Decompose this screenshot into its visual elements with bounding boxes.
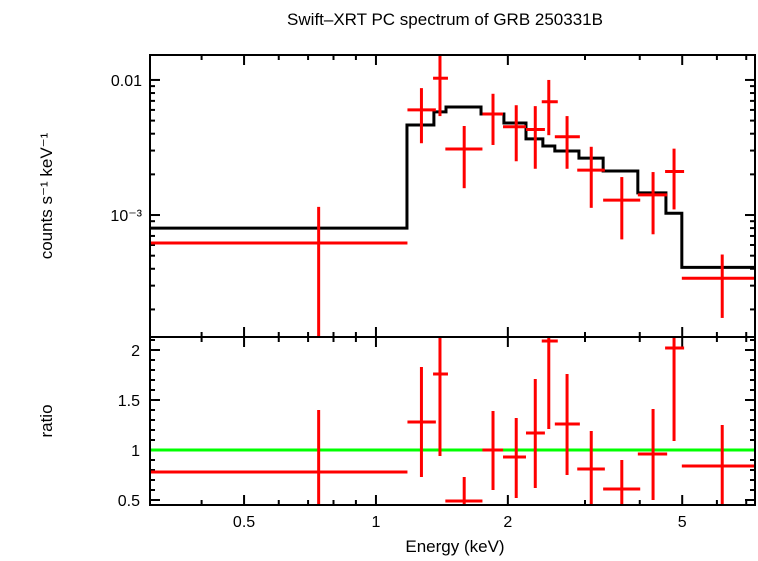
top-y-axis-label: counts s⁻¹ keV⁻¹ — [37, 132, 56, 259]
bottom-y-tick-label: 1 — [131, 443, 140, 460]
top-y-tick-label: 0.01 — [111, 73, 142, 90]
panel-frames — [149, 54, 756, 506]
bottom-y-tick-label: 1.5 — [118, 393, 140, 410]
bottom-y-tick-label: 2 — [131, 343, 140, 360]
x-tick-label: 5 — [678, 514, 687, 531]
bottom-y-tick-label: 0.5 — [118, 493, 140, 510]
ratio-data-points — [150, 337, 755, 505]
bottom-panel-frame — [149, 336, 756, 506]
x-tick-label: 1 — [372, 514, 381, 531]
x-axis-label: Energy (keV) — [405, 537, 504, 556]
bottom-y-axis-label: ratio — [37, 404, 56, 437]
bottom-panel-ticks — [150, 337, 755, 505]
x-tick-label: 0.5 — [233, 514, 255, 531]
chart-title: Swift–XRT PC spectrum of GRB 250331B — [287, 10, 603, 29]
spectrum-data-points — [150, 55, 755, 337]
tick-labels: 0.01 10⁻³ 0.5 1 1.5 2 0.5 1 2 5 — [110, 73, 686, 531]
x-tick-label: 2 — [503, 514, 512, 531]
top-y-tick-label: 10⁻³ — [110, 208, 142, 225]
